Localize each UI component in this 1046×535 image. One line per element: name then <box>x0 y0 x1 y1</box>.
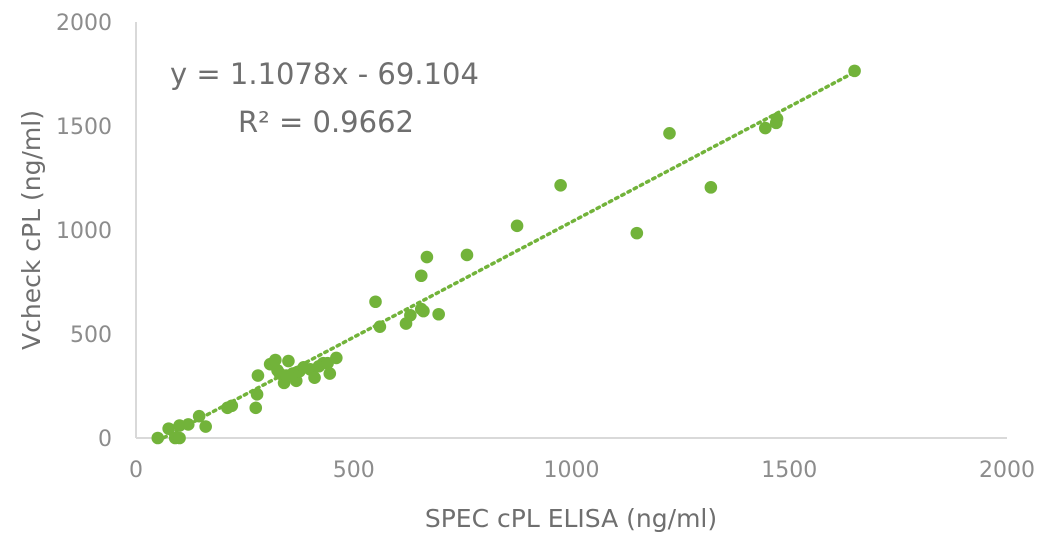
data-point <box>420 250 434 264</box>
data-point <box>414 269 428 283</box>
data-point <box>369 295 382 309</box>
data-point <box>323 367 337 380</box>
trendline-equation: y = 1.1078x - 69.104 <box>170 57 479 91</box>
x-tick-label: 1500 <box>761 458 817 483</box>
data-point <box>404 308 417 322</box>
data-points <box>151 64 861 445</box>
data-point <box>758 121 772 135</box>
x-tick-label: 2000 <box>979 458 1035 483</box>
data-point <box>249 401 263 415</box>
x-axis-title: SPEC cPL ELISA (ng/ml) <box>425 504 717 533</box>
data-point <box>250 388 264 401</box>
y-axis-title: Vcheck cPL (ng/ml) <box>17 110 46 350</box>
y-tick-label: 0 <box>98 427 112 452</box>
x-axis-tick-labels: 0 500 1000 1500 2000 <box>129 458 1035 483</box>
trendline <box>156 70 857 443</box>
x-tick-label: 1000 <box>544 458 600 483</box>
data-point <box>770 112 784 126</box>
data-point <box>181 418 195 431</box>
y-axis-tick-labels: 0 500 1000 1500 2000 <box>56 11 112 452</box>
data-point <box>192 409 206 423</box>
data-point <box>663 126 676 140</box>
data-point <box>162 422 175 435</box>
data-point <box>282 354 295 368</box>
data-point <box>269 353 282 367</box>
r-squared-label: R² = 0.9662 <box>238 105 414 139</box>
y-tick-label: 2000 <box>56 11 112 36</box>
data-point <box>199 420 212 433</box>
y-tick-label: 1500 <box>56 115 112 140</box>
data-point <box>432 307 445 321</box>
data-point <box>251 369 265 382</box>
data-point <box>173 431 186 445</box>
x-tick-label: 500 <box>333 458 375 483</box>
y-tick-label: 1000 <box>56 219 112 244</box>
y-tick-label: 500 <box>70 323 112 348</box>
data-point <box>554 178 567 192</box>
data-point <box>704 181 718 194</box>
data-point <box>151 431 165 445</box>
data-point <box>848 64 861 78</box>
data-point <box>510 219 524 233</box>
data-point <box>225 399 239 413</box>
x-tick-label: 0 <box>129 458 143 483</box>
data-point <box>330 351 343 365</box>
data-point <box>460 248 474 262</box>
data-point <box>308 371 321 384</box>
data-point <box>630 226 644 240</box>
data-point <box>417 304 430 318</box>
data-point <box>373 320 387 334</box>
